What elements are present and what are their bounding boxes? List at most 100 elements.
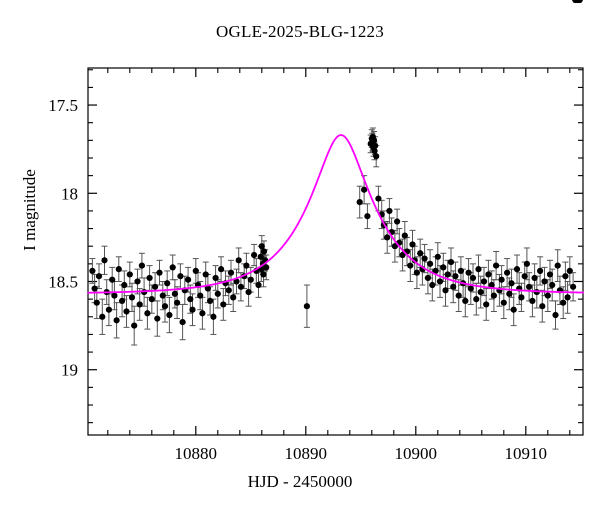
data-point [436,278,444,285]
data-point [192,267,199,275]
data-point [235,257,242,264]
data-point [513,266,521,273]
data-point [111,292,118,299]
data-point [152,283,159,290]
data-point [257,253,264,260]
data-point [531,274,538,282]
x-axis-label: HJD - 2450000 [247,472,353,491]
data-point [93,299,100,306]
data-point [541,278,548,285]
data-point [230,294,237,301]
data-point [171,290,178,297]
y-tick-label: 18 [61,184,78,203]
data-point [237,283,244,290]
data-point [409,241,416,248]
data-point [245,288,252,296]
data-point [427,260,434,267]
data-point [421,255,428,262]
data-point [498,276,505,283]
x-tick-labels: 10880 10890 10900 10910 [175,444,548,463]
axis-ticks [88,68,583,435]
x-tick-label: 10890 [285,444,328,463]
data-point [199,310,206,317]
data-point [220,301,227,308]
data-point [105,306,112,313]
data-point [518,294,525,301]
data-point [263,264,270,271]
data-point [361,186,368,193]
x-tick-label: 10910 [505,444,548,463]
data-point [210,313,217,320]
data-point [544,292,551,299]
data-point [526,283,533,290]
data-point [187,296,194,303]
model-curve [87,134,584,294]
y-axis-label: I magnitude [20,169,39,251]
data-point [493,262,500,269]
data-point [521,273,528,280]
data-point [434,253,441,260]
data-point [303,303,310,310]
data-point [185,276,192,283]
data-point [372,142,379,149]
data-point [554,262,561,269]
y-tick-label: 19 [61,361,78,380]
data-point [546,271,554,278]
data-point [560,299,567,306]
data-point [566,267,573,275]
data-point [375,195,382,202]
x-tick-label: 10880 [175,444,218,463]
data-points [89,0,583,329]
data-point [189,306,196,313]
data-point [399,251,406,259]
data-point [508,280,515,287]
data-point [537,267,544,275]
data-point [467,285,474,292]
data-point [432,267,439,275]
data-point [101,257,108,264]
data-point [146,274,153,282]
data-point [260,248,268,255]
data-point [131,322,138,329]
data-point [159,292,166,299]
data-point [356,198,363,206]
data-point [251,251,258,259]
data-point [154,315,161,322]
data-point [148,296,155,303]
data-point [465,269,472,276]
data-point [444,271,451,278]
data-point [483,301,490,308]
data-point [529,297,536,305]
data-point [233,278,240,285]
data-point [450,283,457,290]
data-point [227,269,235,276]
data-point [485,271,492,278]
data-point [119,297,126,305]
data-point [570,283,577,290]
y-tick-labels: 17.5 18 18.5 19 [48,96,78,380]
data-point [394,218,401,225]
data-point [260,271,267,278]
data-point [539,303,546,310]
data-point [413,269,420,276]
data-point [207,297,214,305]
data-point [510,306,517,313]
data-point [255,281,262,289]
data-point [490,292,497,299]
data-point [161,303,169,310]
y-tick-label: 17.5 [48,96,78,115]
data-point [138,262,145,269]
data-point [121,281,128,289]
data-point [480,278,488,285]
data-point [212,274,219,282]
data-point [247,276,254,283]
data-point [243,262,250,269]
data-point [440,264,447,271]
data-point [386,207,393,215]
data-point [424,274,431,282]
data-point [144,310,151,317]
x-tick-label: 10900 [395,444,438,463]
page-title: OGLE-2025-BLG-1223 [216,22,384,41]
data-point [177,273,184,280]
